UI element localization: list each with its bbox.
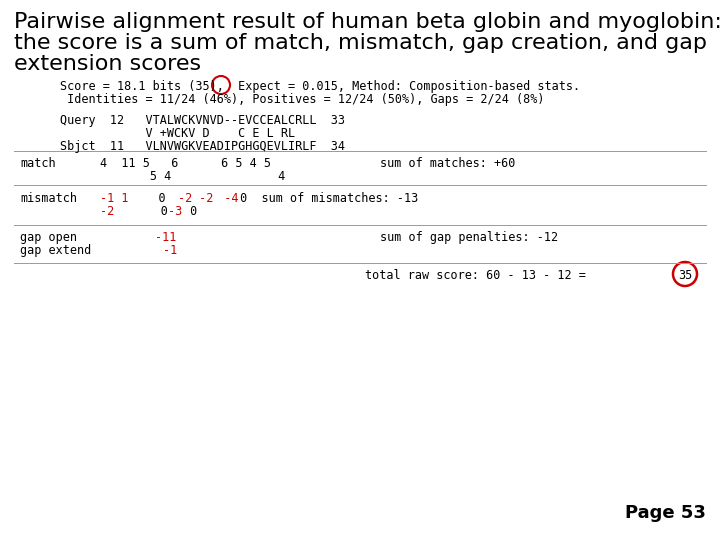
Text: 4  11 5   6      6 5 4 5: 4 11 5 6 6 5 4 5 [100, 157, 271, 170]
Text: gap extend: gap extend [20, 244, 91, 257]
Text: Page 53: Page 53 [625, 504, 706, 522]
Text: match: match [20, 157, 55, 170]
Text: sum of matches: +60: sum of matches: +60 [380, 157, 516, 170]
Text: 5 4               4: 5 4 4 [100, 170, 285, 183]
Text: -2: -2 [178, 192, 192, 205]
Text: sum of gap penalties: -12: sum of gap penalties: -12 [380, 231, 558, 244]
Text: gap open: gap open [20, 231, 77, 244]
Text: 0: 0 [183, 205, 197, 218]
Text: mismatch: mismatch [20, 192, 77, 205]
Text: -4: -4 [210, 192, 238, 205]
Text: total raw score: 60 - 13 - 12 =: total raw score: 60 - 13 - 12 = [365, 269, 586, 282]
Text: -1 1: -1 1 [100, 192, 128, 205]
Text: -3: -3 [168, 205, 182, 218]
Text: V +WCKV D    C E L RL: V +WCKV D C E L RL [60, 127, 295, 140]
Text: Score = 18.1 bits (35),  Expect = 0.015, Method: Composition-based stats.: Score = 18.1 bits (35), Expect = 0.015, … [60, 80, 580, 93]
Text: Identities = 11/24 (46%), Positives = 12/24 (50%), Gaps = 2/24 (8%): Identities = 11/24 (46%), Positives = 12… [60, 93, 544, 106]
Text: 0: 0 [130, 192, 194, 205]
Text: -2: -2 [192, 192, 213, 205]
Text: the score is a sum of match, mismatch, gap creation, and gap: the score is a sum of match, mismatch, g… [14, 33, 707, 53]
Text: Pairwise alignment result of human beta globin and myoglobin:: Pairwise alignment result of human beta … [14, 12, 720, 32]
Text: -11: -11 [155, 231, 176, 244]
Text: extension scores: extension scores [14, 54, 201, 74]
Text: 35: 35 [678, 269, 692, 282]
Text: 0  sum of mismatches: -13: 0 sum of mismatches: -13 [233, 192, 418, 205]
Text: -2: -2 [100, 205, 114, 218]
Text: Query  12   VTALWCKVNVD--EVCCEALCRLL  33: Query 12 VTALWCKVNVD--EVCCEALCRLL 33 [60, 114, 345, 127]
Text: -1: -1 [163, 244, 177, 257]
Text: Sbjct  11   VLNVWGKVEADIPGHGQEVLIRLF  34: Sbjct 11 VLNVWGKVEADIPGHGQEVLIRLF 34 [60, 140, 345, 153]
Text: 0: 0 [118, 205, 189, 218]
